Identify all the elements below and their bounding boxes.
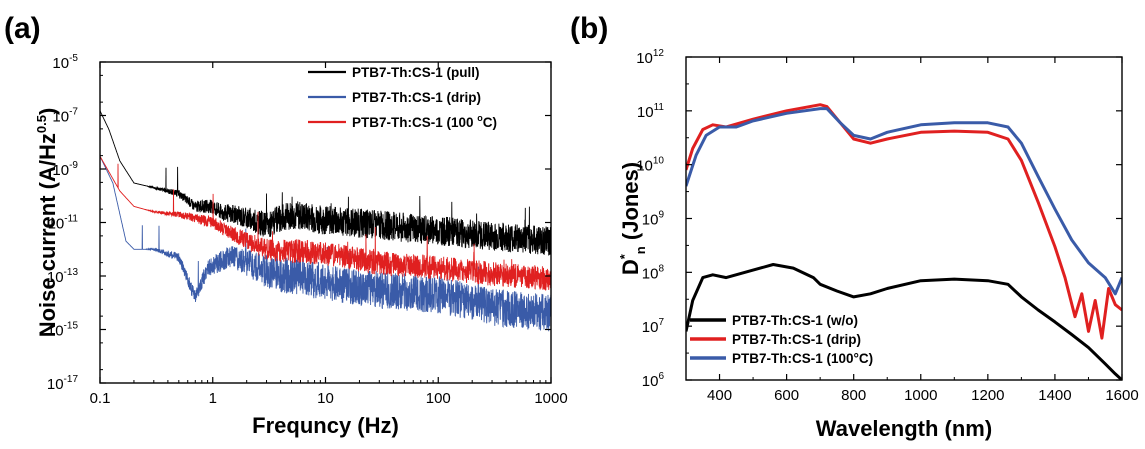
panel-a-label: (a) bbox=[4, 12, 41, 45]
y-tick-label: 10-15 bbox=[47, 321, 79, 340]
x-tick-label: 0.1 bbox=[90, 390, 111, 407]
y-axis-label: Noise current (A/Hz0.5) bbox=[34, 108, 60, 338]
series-group bbox=[100, 110, 551, 332]
y-tick-label: 107 bbox=[642, 317, 665, 336]
y-tick-label: 1012 bbox=[636, 48, 664, 67]
y-tick-label: 1011 bbox=[637, 102, 665, 121]
x-tick-label: 1000 bbox=[534, 390, 567, 407]
x-tick-label: 1 bbox=[209, 390, 217, 407]
y-tick-label: 1010 bbox=[636, 156, 664, 175]
legend-label: PTB7-Th:CS-1 (drip) bbox=[732, 332, 861, 347]
series-group bbox=[686, 103, 1122, 380]
y-tick-label: 10-11 bbox=[48, 214, 79, 233]
series-line-1 bbox=[100, 110, 551, 256]
y-tick-label: 108 bbox=[642, 263, 665, 282]
y-tick-label: 10-7 bbox=[52, 107, 78, 126]
y-tick-label: 109 bbox=[642, 210, 665, 229]
legend-label: PTB7-Th:CS-1 (100 oC) bbox=[352, 113, 497, 130]
x-tick-label: 100 bbox=[426, 390, 451, 407]
legend-label: PTB7-Th:CS-1 (pull) bbox=[352, 65, 480, 80]
legend: PTB7-Th:CS-1 (w/o) PTB7-Th:CS-1 (drip) PTB… bbox=[690, 313, 873, 366]
x-tick-label: 1200 bbox=[971, 387, 1004, 404]
x-axis-label: Frequncy (Hz) bbox=[252, 413, 399, 438]
legend-label: PTB7-Th:CS-1 (drip) bbox=[352, 90, 481, 105]
noise-current-chart: 0.1 1 10 100 1000 10-17 10-15 10-13 10-11 10-9 10-… bbox=[34, 53, 568, 438]
x-tick-label: 400 bbox=[707, 387, 732, 404]
legend: PTB7-Th:CS-1 (pull) PTB7-Th:CS-1 (drip) PT… bbox=[308, 65, 497, 130]
legend-label: PTB7-Th:CS-1 (w/o) bbox=[732, 313, 858, 328]
legend-label: PTB7-Th:CS-1 (100°C) bbox=[732, 351, 873, 366]
x-axis-label: Wavelength (nm) bbox=[816, 416, 992, 441]
detectivity-chart: 400 600 800 1000 1200 1400 1600 106 107 108 109 101… bbox=[617, 48, 1139, 441]
y-tick-label: 10-13 bbox=[47, 267, 79, 286]
y-axis-label: D*n (Jones) bbox=[617, 162, 648, 275]
y-tick-label: 10-5 bbox=[52, 53, 78, 72]
y-tick-label: 106 bbox=[642, 371, 665, 390]
x-tick-label: 1000 bbox=[904, 387, 937, 404]
series-line-2 bbox=[100, 155, 551, 332]
y-tick-label: 10-17 bbox=[47, 374, 79, 393]
series-line-3 bbox=[686, 107, 1122, 296]
x-tick-label: 600 bbox=[774, 387, 799, 404]
series-line-2 bbox=[686, 103, 1122, 340]
x-tick-label: 800 bbox=[841, 387, 866, 404]
x-tick-label: 10 bbox=[317, 390, 334, 407]
y-tick-label: 10-9 bbox=[52, 160, 78, 179]
series-line-1 bbox=[686, 263, 1122, 380]
x-tick-label: 1400 bbox=[1038, 387, 1071, 404]
x-tick-label: 1600 bbox=[1105, 387, 1138, 404]
panel-b-label: (b) bbox=[570, 12, 608, 45]
series-line-3 bbox=[100, 155, 551, 291]
